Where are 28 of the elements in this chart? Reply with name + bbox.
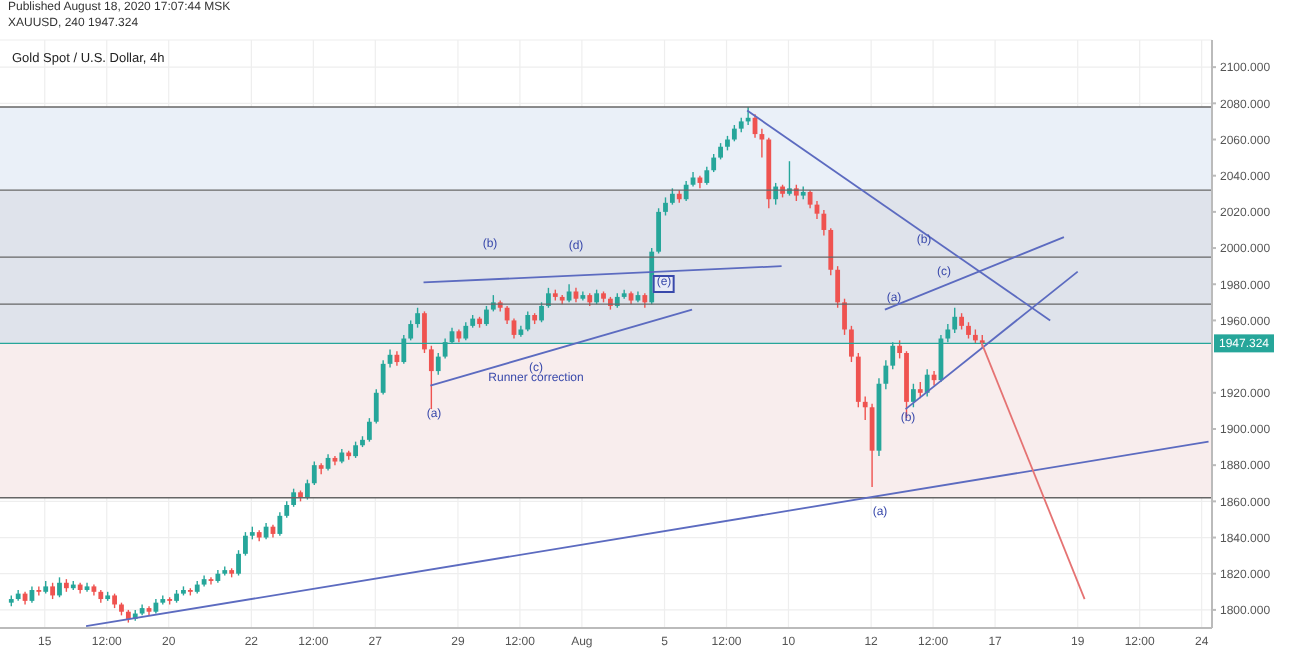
candlestick: [422, 310, 427, 354]
candlestick: [849, 325, 854, 363]
candlestick: [291, 487, 297, 508]
candlestick: [277, 511, 283, 537]
candlestick: [311, 460, 317, 486]
candlestick: [36, 585, 42, 597]
candlestick: [305, 478, 310, 501]
candlestick: [236, 549, 241, 577]
candlestick: [415, 307, 420, 329]
candlestick: [539, 301, 544, 323]
candlestick: [835, 265, 841, 309]
candlestick: [842, 298, 847, 336]
candlestick: [484, 305, 489, 327]
candlestick: [952, 307, 958, 334]
candlestick: [566, 283, 572, 304]
candlestick: [57, 576, 62, 598]
candlestick: [911, 383, 916, 408]
candlestick: [318, 462, 324, 475]
candlestick: [525, 310, 531, 332]
candlestick: [656, 207, 661, 255]
candlestick: [897, 339, 903, 360]
candlestick: [366, 417, 372, 443]
candlestick: [704, 165, 710, 186]
candlestick: [428, 345, 434, 410]
candlestick: [663, 196, 668, 217]
candlestick: [243, 531, 248, 557]
candlestick: [580, 290, 586, 302]
candlestick: [924, 368, 930, 398]
